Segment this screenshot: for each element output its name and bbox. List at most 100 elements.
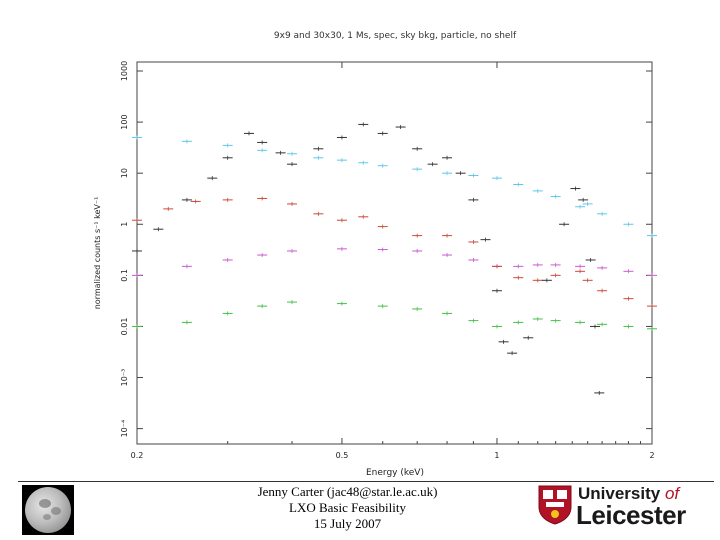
data-point xyxy=(623,269,634,274)
data-point xyxy=(468,173,479,178)
data-point xyxy=(412,233,423,238)
data-point xyxy=(468,318,479,323)
shield-icon xyxy=(538,485,572,525)
data-series xyxy=(132,246,657,278)
data-point xyxy=(468,197,479,202)
data-point xyxy=(550,262,561,267)
data-point xyxy=(513,320,524,325)
moon-image xyxy=(22,485,74,535)
data-point xyxy=(132,324,142,329)
data-point xyxy=(468,257,479,262)
data-point xyxy=(550,273,561,278)
data-point xyxy=(395,125,406,130)
data-point xyxy=(513,275,524,280)
data-point xyxy=(442,311,453,316)
data-point xyxy=(491,324,502,329)
data-point xyxy=(498,339,509,344)
data-point xyxy=(222,155,233,160)
data-point xyxy=(287,201,298,206)
project-line: LXO Basic Feasibility xyxy=(289,500,406,515)
y-tick-label: 0.01 xyxy=(120,318,129,336)
data-point xyxy=(491,176,502,181)
data-point xyxy=(287,248,298,253)
data-point xyxy=(647,273,657,278)
data-point xyxy=(222,143,233,148)
data-point xyxy=(257,304,268,309)
data-point xyxy=(287,151,298,156)
logo-word-university: University xyxy=(578,484,661,503)
data-point xyxy=(377,247,388,252)
data-point xyxy=(442,171,453,176)
y-tick-label: 10 xyxy=(120,168,129,178)
data-point xyxy=(257,140,268,145)
spectrum-chart: 0.2 0.5 1 2 1000 100 10 1 0.1 0.01 10⁻³ 10⁻⁴ Energy… xyxy=(93,61,657,478)
data-point xyxy=(222,311,233,316)
logo-word-of: of xyxy=(664,484,680,503)
data-point xyxy=(207,176,218,181)
data-point xyxy=(377,163,388,168)
data-point xyxy=(377,224,388,229)
data-point xyxy=(313,211,324,216)
data-point xyxy=(597,265,608,270)
data-point xyxy=(597,211,608,216)
data-point xyxy=(412,248,423,253)
data-point xyxy=(313,155,324,160)
data-point xyxy=(181,264,192,269)
data-point xyxy=(647,304,657,309)
data-point xyxy=(570,186,581,191)
data-point xyxy=(491,288,502,293)
data-point xyxy=(132,248,142,253)
data-marks xyxy=(132,122,657,395)
data-point xyxy=(442,155,453,160)
data-point xyxy=(377,131,388,136)
data-point xyxy=(222,257,233,262)
data-point xyxy=(532,262,543,267)
moon-mare xyxy=(51,507,61,515)
data-point xyxy=(480,237,491,242)
data-series xyxy=(132,300,657,331)
data-point xyxy=(336,246,347,251)
data-point xyxy=(412,167,423,172)
data-series xyxy=(132,135,657,238)
data-point xyxy=(181,320,192,325)
data-point xyxy=(582,278,593,283)
data-point xyxy=(491,264,502,269)
data-point xyxy=(532,188,543,193)
data-point xyxy=(244,131,255,136)
plot-frame xyxy=(136,61,653,445)
data-point xyxy=(647,326,657,331)
data-point xyxy=(585,257,596,262)
data-point xyxy=(427,162,438,167)
moon-mare xyxy=(39,499,51,508)
data-point xyxy=(412,306,423,311)
data-point xyxy=(257,148,268,153)
data-point xyxy=(575,269,586,274)
data-point xyxy=(532,278,543,283)
axis-ticks: 0.2 0.5 1 2 1000 100 10 1 0.1 0.01 10⁻³ 10⁻⁴ xyxy=(120,61,655,460)
data-point xyxy=(222,197,233,202)
data-series xyxy=(132,122,605,395)
y-tick-label: 1 xyxy=(120,222,129,227)
data-point xyxy=(287,300,298,305)
data-point xyxy=(623,296,634,301)
data-point xyxy=(181,197,192,202)
logo-line-leicester: Leicester xyxy=(576,500,686,530)
logo-line-university: University of xyxy=(578,484,679,504)
data-point xyxy=(513,182,524,187)
y-axis-label: normalized counts s⁻¹ keV⁻¹ xyxy=(93,197,102,310)
data-point xyxy=(623,324,634,329)
data-point xyxy=(575,204,586,209)
data-point xyxy=(550,318,561,323)
data-point xyxy=(336,301,347,306)
data-point xyxy=(336,158,347,163)
data-point xyxy=(153,227,164,232)
data-point xyxy=(132,273,142,278)
data-point xyxy=(575,264,586,269)
data-point xyxy=(336,135,347,140)
data-point xyxy=(523,335,534,340)
data-point xyxy=(275,150,286,155)
data-point xyxy=(132,218,142,223)
data-point xyxy=(594,390,605,395)
data-point xyxy=(550,194,561,199)
data-point xyxy=(336,218,347,223)
